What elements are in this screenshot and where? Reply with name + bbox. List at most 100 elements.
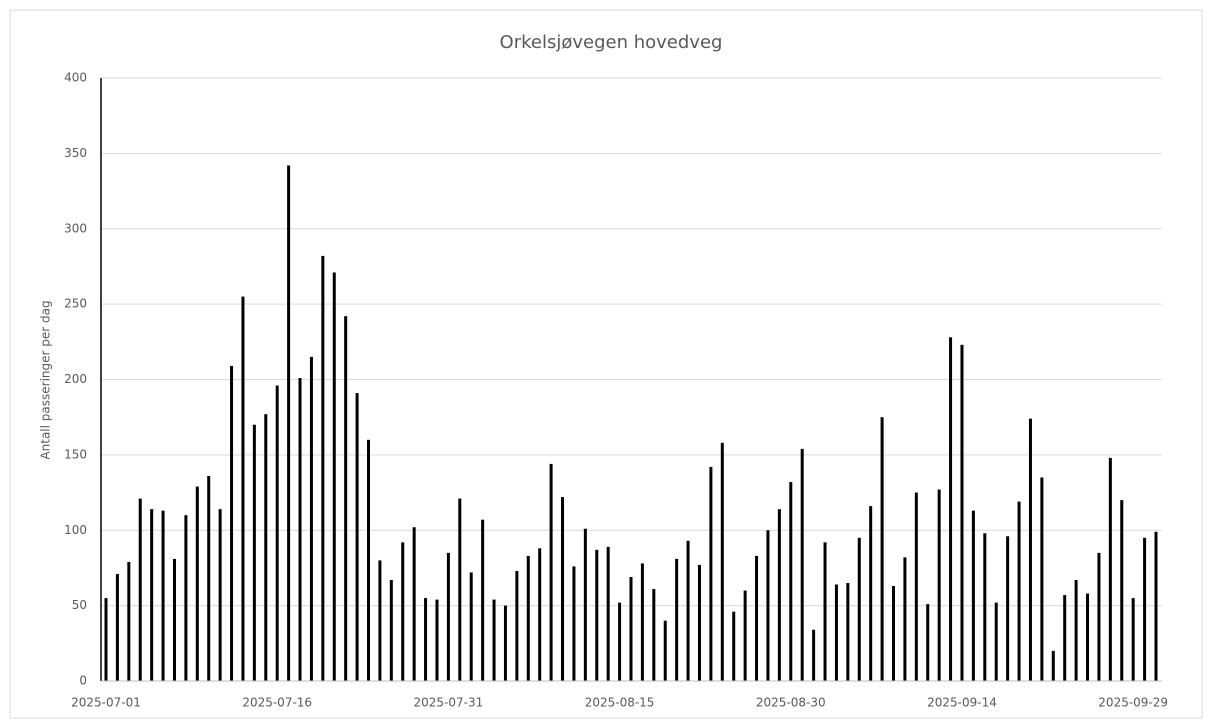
bar xyxy=(275,385,279,681)
bar xyxy=(1108,457,1112,681)
bar xyxy=(252,424,256,681)
bar xyxy=(697,564,701,681)
bar xyxy=(1063,595,1067,681)
x-tick-label: 2025-09-29 xyxy=(1098,696,1168,710)
y-tick-label: 50 xyxy=(72,598,87,612)
bar xyxy=(367,439,370,681)
bar xyxy=(332,272,336,681)
bar xyxy=(150,509,154,681)
bar xyxy=(675,558,679,681)
bar xyxy=(994,602,998,681)
bar xyxy=(857,537,861,681)
bar xyxy=(355,393,359,681)
bar xyxy=(720,442,724,681)
bar xyxy=(1097,552,1101,681)
bar xyxy=(138,498,142,681)
bar xyxy=(789,482,793,681)
bar xyxy=(161,510,165,681)
bar xyxy=(549,463,553,681)
bar xyxy=(526,555,530,681)
bar xyxy=(914,492,918,681)
bar xyxy=(686,540,690,681)
bar xyxy=(1086,593,1090,681)
y-tick-label: 0 xyxy=(79,674,87,688)
bar xyxy=(435,599,439,681)
y-tick-label: 250 xyxy=(64,297,87,311)
bar xyxy=(606,546,610,681)
y-tick-label: 400 xyxy=(64,71,87,85)
bar xyxy=(834,584,838,681)
bar xyxy=(583,528,587,681)
bar xyxy=(172,558,176,681)
bar xyxy=(926,604,930,681)
bar xyxy=(424,598,428,681)
bar xyxy=(1051,650,1055,681)
chart-title: Orkelsjøvegen hovedveg xyxy=(500,32,723,53)
bar xyxy=(903,557,907,681)
bar xyxy=(469,572,473,681)
bar xyxy=(880,417,884,681)
bar xyxy=(640,563,644,681)
bar xyxy=(503,605,507,681)
bar xyxy=(823,542,827,681)
y-tick-label: 200 xyxy=(64,372,87,386)
bar xyxy=(127,561,131,681)
y-tick-label: 350 xyxy=(64,146,87,160)
bar xyxy=(949,337,953,681)
bar xyxy=(389,579,393,681)
bar xyxy=(618,602,622,681)
bar xyxy=(458,498,462,681)
bar xyxy=(218,509,222,681)
bar xyxy=(378,560,382,681)
y-axis-label: Antall passeringer per dag xyxy=(39,300,53,459)
y-tick-label: 100 xyxy=(64,523,87,537)
bar xyxy=(572,566,576,681)
bar xyxy=(1154,531,1158,681)
bar xyxy=(595,549,599,681)
x-tick-label: 2025-07-16 xyxy=(242,696,312,710)
bar xyxy=(115,573,119,681)
bar xyxy=(766,530,770,681)
bar xyxy=(561,497,565,681)
bar xyxy=(652,589,656,681)
bar xyxy=(492,599,496,681)
bar xyxy=(743,590,747,681)
x-tick-label: 2025-07-31 xyxy=(414,696,484,710)
bar xyxy=(709,466,713,681)
bar xyxy=(846,583,850,681)
y-tick-label: 150 xyxy=(64,447,87,461)
bar xyxy=(1040,477,1044,681)
bar xyxy=(971,510,975,681)
chart-border xyxy=(9,9,1203,719)
bar xyxy=(812,629,816,681)
bar xyxy=(869,506,873,681)
bar xyxy=(481,519,485,681)
bar xyxy=(983,533,987,681)
y-tick-label: 300 xyxy=(64,221,87,235)
bar xyxy=(515,570,519,681)
bar xyxy=(732,611,736,681)
bar xyxy=(321,255,325,681)
bar xyxy=(800,448,804,681)
bar xyxy=(937,489,941,681)
bar xyxy=(755,555,759,681)
bar xyxy=(1028,418,1032,681)
bar xyxy=(663,620,667,681)
bar xyxy=(184,515,188,681)
bar xyxy=(230,365,234,681)
bar xyxy=(1006,536,1010,681)
bar xyxy=(344,316,348,681)
bar xyxy=(1131,598,1135,681)
bar xyxy=(207,475,211,681)
bar xyxy=(1143,537,1147,681)
bar xyxy=(1074,579,1078,681)
bar xyxy=(309,356,313,681)
bar xyxy=(892,586,895,681)
bar xyxy=(287,165,291,681)
x-tick-label: 2025-08-15 xyxy=(585,696,655,710)
bar xyxy=(1017,501,1021,681)
bar xyxy=(538,548,542,681)
bar xyxy=(1120,500,1124,681)
